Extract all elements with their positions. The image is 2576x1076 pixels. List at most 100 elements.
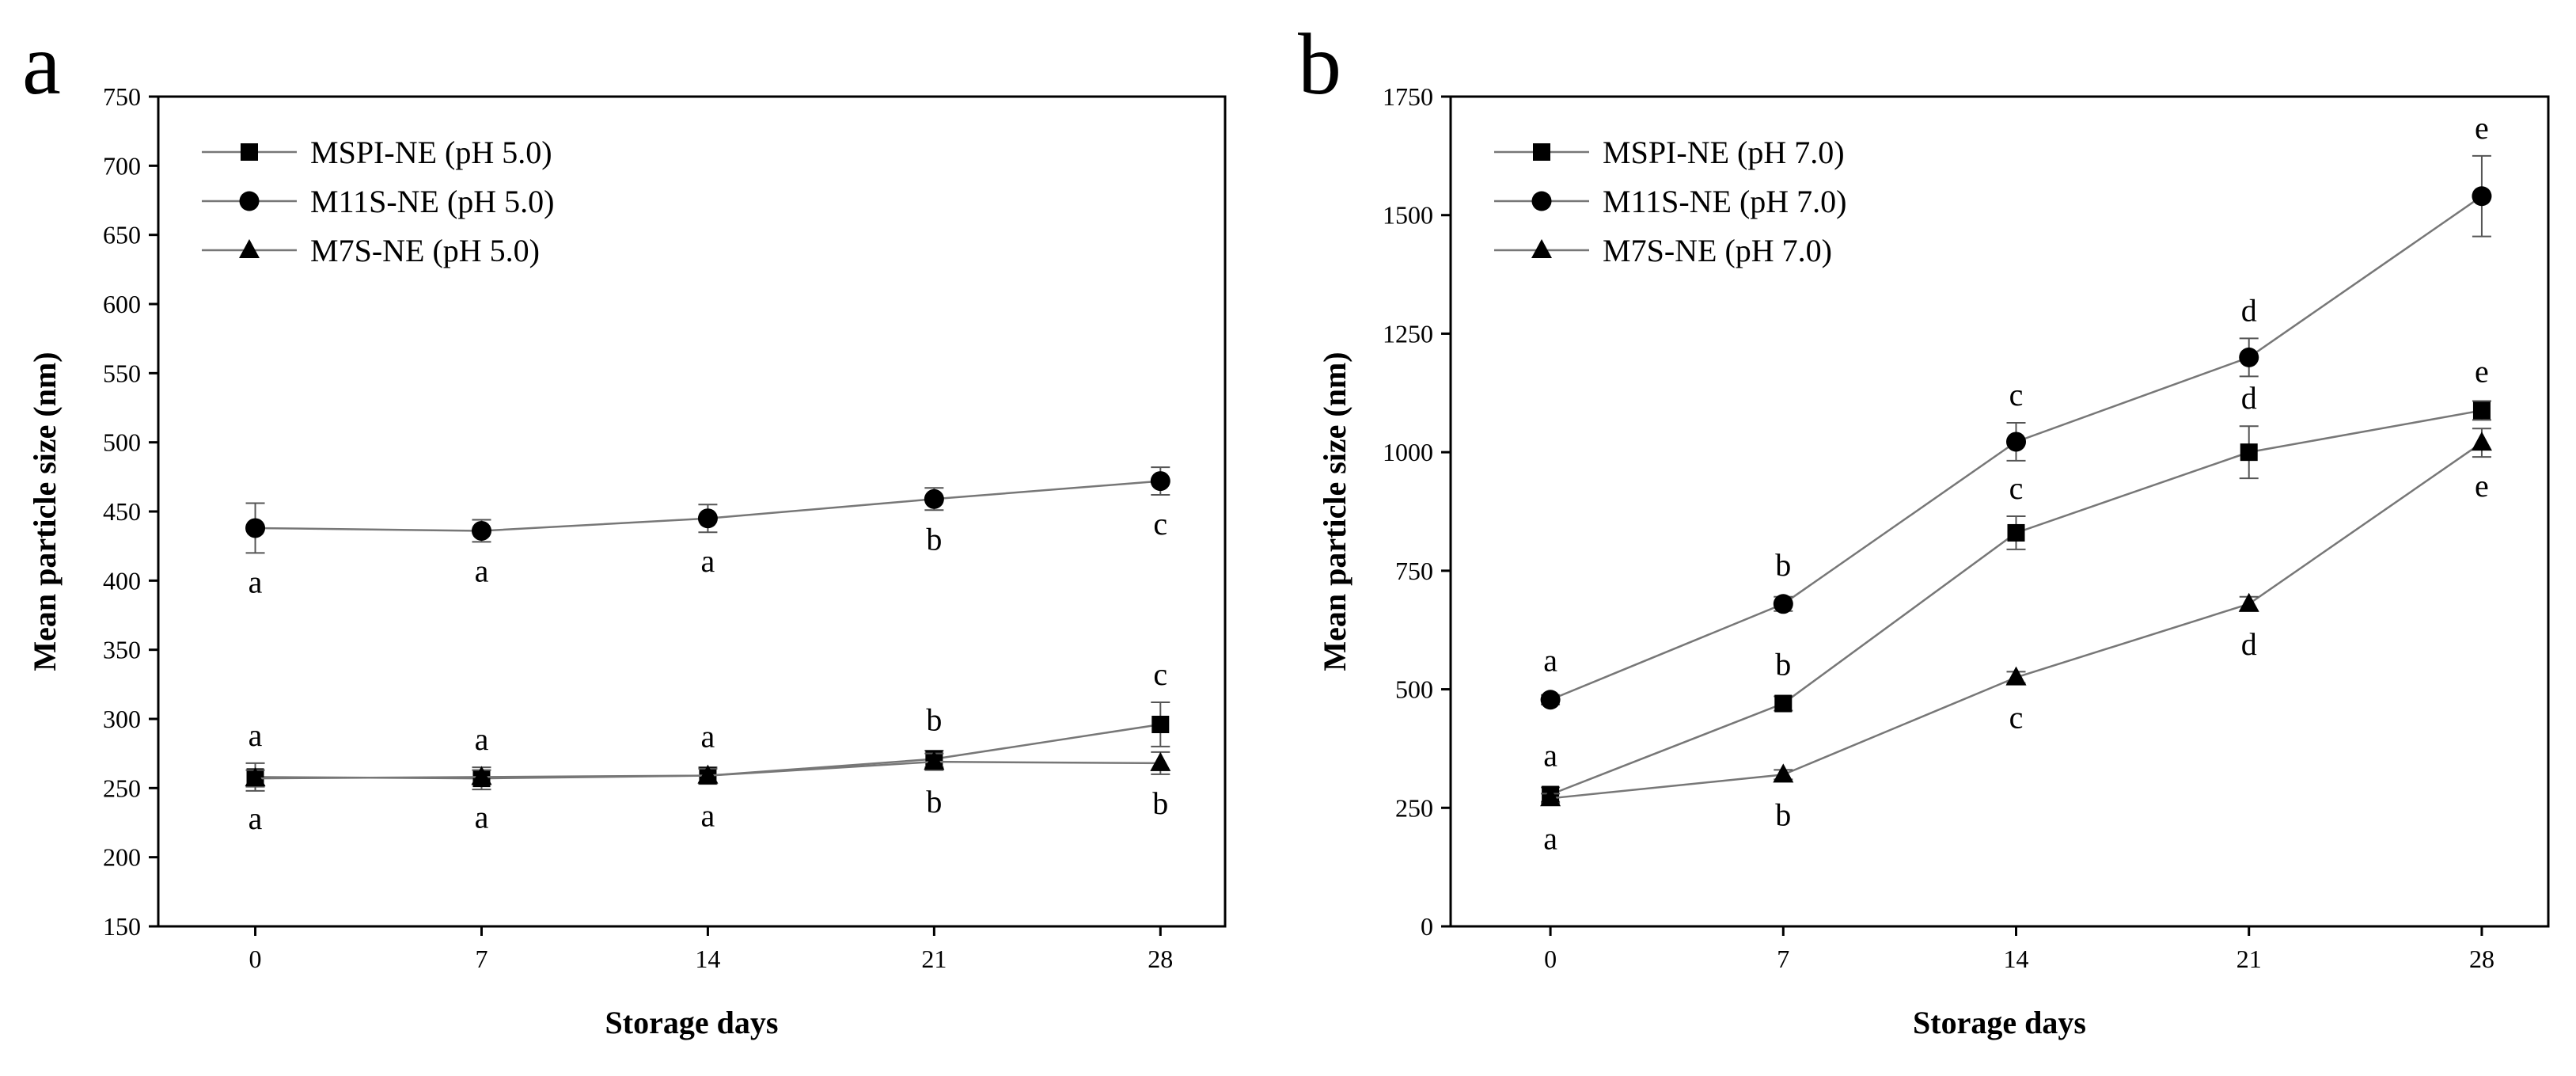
legend-marker [1531, 239, 1552, 258]
y-axis-title: Mean particle size (nm) [27, 352, 63, 671]
significance-label: a [475, 553, 489, 588]
y-tick-label: 650 [103, 221, 141, 249]
significance-label: a [475, 721, 489, 757]
y-tick-label: 550 [103, 359, 141, 387]
data-point [471, 520, 491, 541]
data-point [2472, 401, 2491, 420]
significance-label: e [2475, 353, 2489, 389]
y-tick-label: 250 [103, 774, 141, 802]
y-tick-label: 750 [103, 82, 141, 111]
legend-label: M11S-NE (pH 7.0) [1603, 184, 1847, 219]
y-tick-label: 250 [1395, 793, 1433, 822]
significance-label: e [2475, 110, 2489, 146]
legend-label: M7S-NE (pH 5.0) [310, 233, 540, 268]
x-tick-label: 28 [1148, 945, 1173, 973]
legend-marker [239, 239, 260, 258]
significance-label: b [1775, 647, 1791, 682]
y-tick-label: 700 [103, 151, 141, 180]
legend-marker [241, 143, 258, 161]
x-tick-label: 21 [2236, 945, 2262, 973]
significance-label: e [2475, 468, 2489, 504]
legend-label: MSPI-NE (pH 5.0) [310, 135, 552, 170]
significance-label: d [2241, 380, 2257, 416]
significance-label: a [1543, 738, 1557, 774]
data-point [697, 508, 718, 529]
data-point [697, 764, 719, 784]
data-point [2006, 432, 2027, 452]
data-point [1151, 715, 1170, 733]
significance-label: a [701, 543, 715, 579]
data-point [1540, 690, 1561, 710]
data-point [2239, 347, 2259, 367]
x-tick-label: 7 [475, 945, 488, 973]
x-tick-label: 14 [695, 945, 720, 973]
x-tick-label: 0 [1544, 945, 1557, 973]
significance-label: b [1775, 797, 1791, 832]
significance-label: a [1543, 820, 1557, 856]
legend: MSPI-NE (pH 5.0) M11S-NE (pH 5.0) M7S-NE (… [202, 135, 555, 268]
significance-label: c [2009, 700, 2024, 736]
y-tick-label: 300 [103, 705, 141, 733]
data-point [2007, 523, 2025, 542]
chart-panel-b: b 0 250 500 750 1000 1250 1500 1750 0 7 14 21 28 Stora… [1298, 16, 2550, 1040]
y-tick-label: 0 [1421, 912, 1433, 941]
plot-frame [157, 95, 1227, 928]
legend-label: M11S-NE (pH 5.0) [310, 184, 555, 219]
y-tick-label: 600 [103, 290, 141, 318]
y-axis-title: Mean particle size (nm) [1317, 352, 1352, 671]
plot-frame [1449, 95, 2550, 928]
x-tick-label: 28 [2469, 945, 2494, 973]
data-point [2005, 666, 2027, 686]
data-point [2240, 443, 2258, 462]
legend: MSPI-NE (pH 7.0) M11S-NE (pH 7.0) M7S-NE (… [1494, 135, 1847, 268]
significance-label: a [701, 719, 715, 755]
legend-label: M7S-NE (pH 7.0) [1603, 233, 1832, 268]
x-tick-label: 0 [249, 945, 262, 973]
significance-label: d [2241, 292, 2257, 328]
data-point [2238, 592, 2259, 612]
data-point [245, 767, 266, 787]
legend-marker [1531, 191, 1552, 211]
significance-label: c [1153, 656, 1167, 692]
y-tick-label: 1750 [1383, 82, 1433, 111]
y-tick-label: 750 [1395, 557, 1433, 585]
panel-letter: a [22, 16, 61, 112]
data-point [471, 766, 492, 785]
y-tick-label: 200 [103, 843, 141, 872]
panel-letter: b [1298, 16, 1341, 112]
x-tick-label: 21 [921, 945, 947, 973]
significance-label: a [248, 800, 263, 836]
data-point [2472, 186, 2492, 207]
significance-label: a [248, 717, 263, 753]
significance-label: c [2009, 377, 2024, 413]
data-point [1773, 763, 1794, 783]
significance-label: b [1152, 785, 1168, 821]
data-point [1150, 751, 1171, 771]
chart-panel-a: a 150 200 250 300 350 400 450 500 550 600 650 700 750… [22, 16, 1227, 1040]
x-axis-title: Storage days [605, 1005, 779, 1040]
significance-label: a [1543, 643, 1557, 679]
significance-label: b [926, 702, 942, 738]
x-tick-label: 14 [2004, 945, 2029, 973]
y-tick-label: 400 [103, 566, 141, 595]
series-circle: a a a b c [245, 466, 1170, 599]
y-tick-label: 150 [103, 912, 141, 941]
y-tick-label: 1000 [1383, 438, 1433, 466]
data-point [1773, 594, 1793, 614]
significance-label: c [1153, 506, 1167, 542]
significance-label: b [926, 521, 942, 557]
data-point [1540, 787, 1561, 807]
y-tick-label: 500 [1395, 675, 1433, 704]
x-tick-label: 7 [1777, 945, 1789, 973]
significance-label: a [475, 799, 489, 835]
significance-label: c [2009, 470, 2024, 506]
data-point [2471, 432, 2492, 451]
series-line [1550, 409, 2483, 796]
significance-label: a [248, 564, 263, 599]
y-tick-label: 500 [103, 428, 141, 457]
x-axis-title: Storage days [1913, 1005, 2086, 1040]
significance-label: d [2241, 626, 2257, 662]
data-point [924, 489, 944, 509]
